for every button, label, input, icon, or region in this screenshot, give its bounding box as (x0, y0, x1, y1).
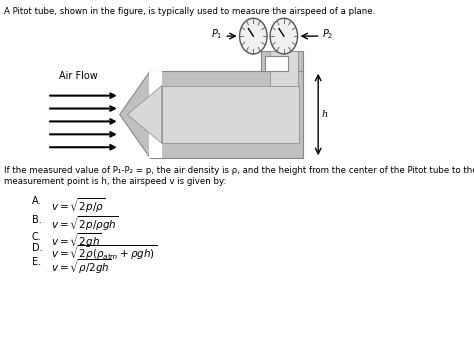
Text: h: h (322, 110, 328, 119)
Text: $v = \sqrt{2p/\rho gh}$: $v = \sqrt{2p/\rho gh}$ (51, 215, 118, 233)
Text: B.: B. (32, 215, 42, 225)
Bar (265, 56, 288, 71)
Bar (149, 71, 162, 158)
Text: C.: C. (32, 232, 42, 241)
Text: measurement point is h, the airspeed v is given by:: measurement point is h, the airspeed v i… (4, 177, 227, 186)
Bar (162, 86, 299, 143)
Text: E.: E. (32, 257, 41, 268)
Text: A Pitot tube, shown in the figure, is typically used to measure the airspeed of : A Pitot tube, shown in the figure, is ty… (4, 7, 376, 16)
Text: $P_1$: $P_1$ (211, 27, 223, 41)
Polygon shape (128, 86, 162, 143)
Bar (261, 51, 303, 71)
Text: $v = \sqrt{2p/\rho}$: $v = \sqrt{2p/\rho}$ (51, 196, 105, 214)
Bar (150, 71, 303, 158)
Text: A.: A. (32, 196, 41, 206)
Text: Air Flow: Air Flow (59, 71, 97, 81)
Text: If the measured value of P₁-P₂ = p, the air density is ρ, and the height from th: If the measured value of P₁-P₂ = p, the … (4, 166, 474, 175)
Circle shape (239, 18, 267, 54)
Text: $v = \sqrt{2\rho(\rho_{atm} + \rho gh)}$: $v = \sqrt{2\rho(\rho_{atm} + \rho gh)}$ (51, 244, 157, 262)
Polygon shape (120, 71, 150, 158)
Text: $v = \sqrt{2gh}$: $v = \sqrt{2gh}$ (51, 232, 102, 250)
Text: D.: D. (32, 244, 43, 253)
Polygon shape (128, 86, 162, 143)
Text: $P_2$: $P_2$ (322, 27, 333, 41)
Bar (270, 51, 298, 86)
Circle shape (270, 18, 298, 54)
Text: $v = \sqrt{\rho/2gh}$: $v = \sqrt{\rho/2gh}$ (51, 257, 111, 276)
